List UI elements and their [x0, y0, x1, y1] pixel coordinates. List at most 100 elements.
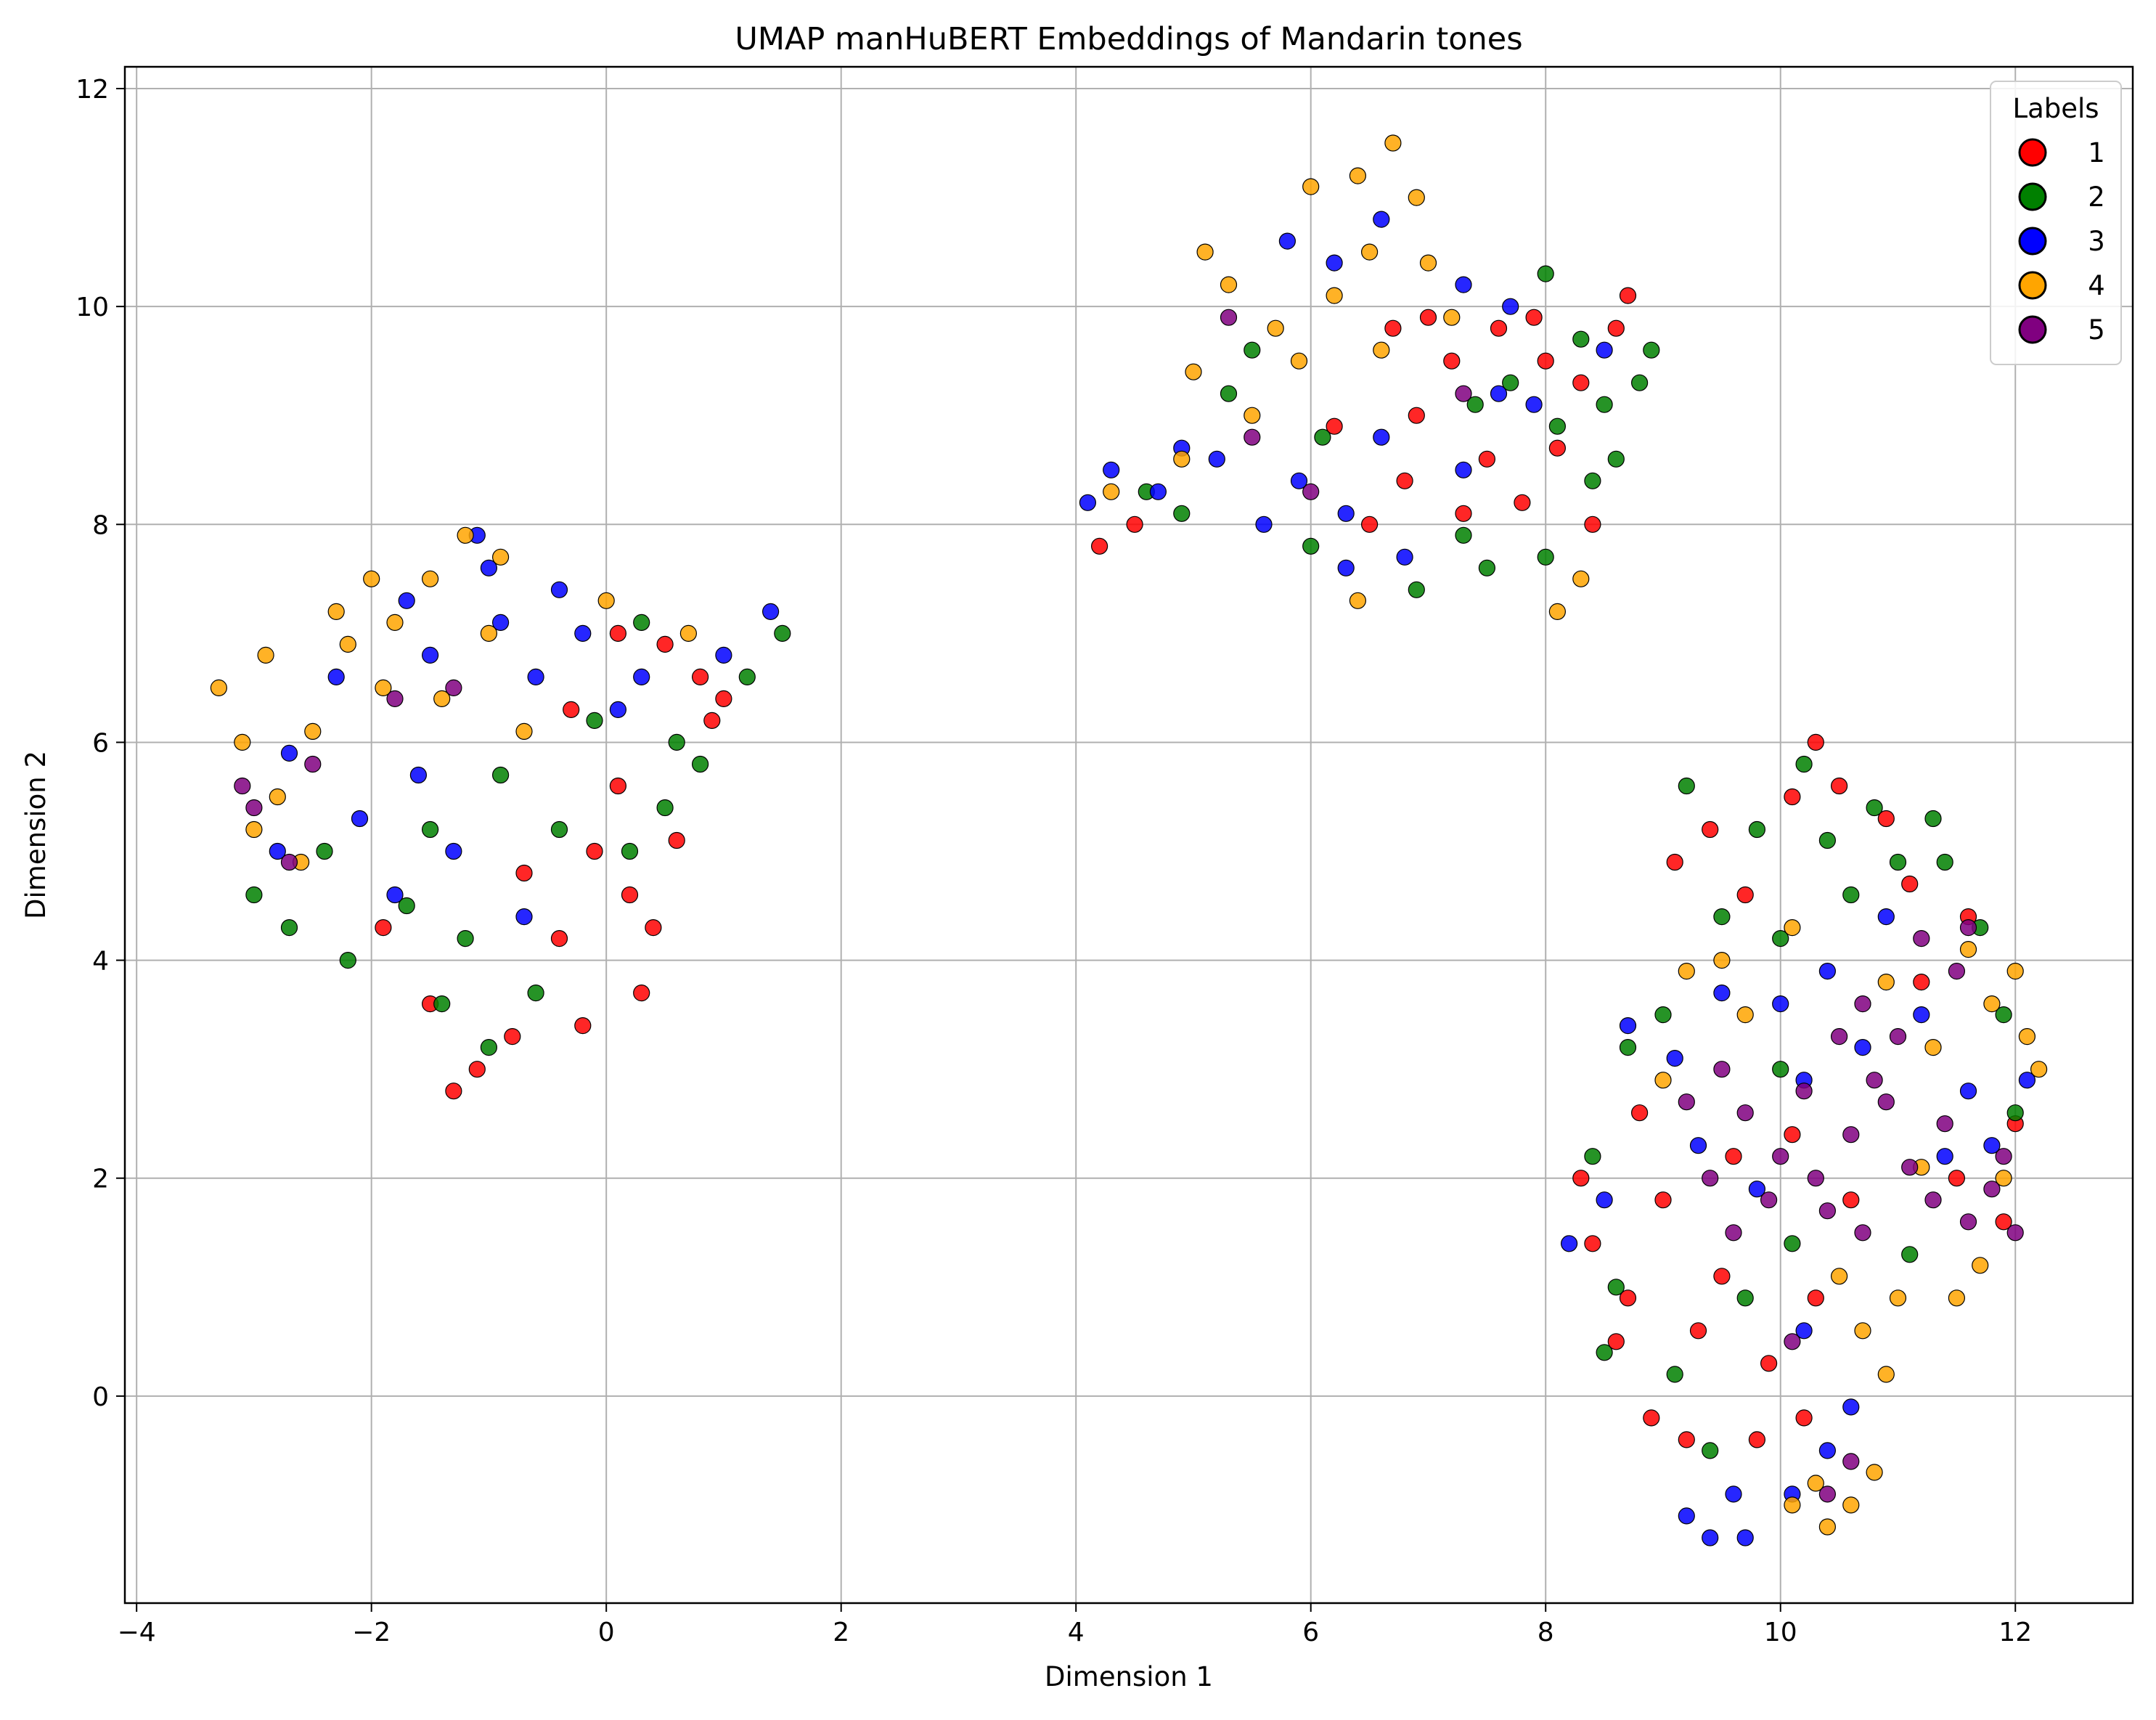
- data-point: [2018, 1072, 2035, 1089]
- data-point: [1854, 1322, 1871, 1340]
- data-point: [550, 820, 568, 839]
- data-point: [280, 918, 298, 937]
- data-point: [1455, 526, 1472, 544]
- data-point: [1702, 1442, 1719, 1459]
- data-point: [1959, 918, 1977, 937]
- data-point: [1702, 820, 1719, 839]
- data-point: [1360, 515, 1379, 533]
- data-point: [1537, 352, 1554, 370]
- data-point: [1290, 352, 1308, 370]
- data-point: [304, 722, 322, 741]
- data-point: [1983, 1137, 2001, 1154]
- legend-entry: 3: [2018, 226, 2105, 257]
- data-point: [280, 853, 298, 871]
- data-point: [339, 951, 356, 969]
- data-point: [1337, 559, 1355, 576]
- data-point: [363, 570, 380, 587]
- data-point: [1490, 319, 1508, 337]
- data-point: [480, 1038, 498, 1056]
- data-point: [480, 559, 498, 576]
- data-point: [1360, 243, 1379, 261]
- data-point: [1290, 472, 1308, 489]
- data-point: [633, 614, 650, 632]
- data-point: [1561, 1235, 1578, 1252]
- data-point: [527, 984, 544, 1002]
- data-point: [386, 886, 404, 904]
- data-point: [1913, 929, 1930, 947]
- data-point: [1173, 505, 1191, 522]
- data-point: [1866, 1464, 1883, 1481]
- y-tick-label: 0: [92, 1382, 109, 1412]
- data-point: [1607, 1279, 1625, 1296]
- data-point: [633, 668, 650, 686]
- data-point: [433, 995, 451, 1013]
- data-points: [210, 134, 2048, 1546]
- data-point: [1784, 1333, 1801, 1350]
- data-point: [1818, 1442, 1836, 1459]
- data-point: [1255, 515, 1273, 533]
- data-point: [1419, 254, 1437, 272]
- data-point: [1831, 777, 1848, 795]
- data-point: [563, 701, 580, 719]
- data-point: [550, 929, 568, 947]
- data-point: [1196, 243, 1214, 261]
- data-point: [327, 668, 345, 686]
- data-point: [715, 690, 732, 708]
- series-2: [245, 265, 2024, 1459]
- data-point: [1678, 777, 1695, 795]
- data-point: [339, 635, 356, 653]
- data-point: [2006, 962, 2024, 980]
- data-point: [1267, 319, 1284, 337]
- data-point: [1842, 1191, 1860, 1209]
- data-point: [1784, 1496, 1801, 1514]
- data-point: [386, 690, 404, 708]
- series-5: [234, 309, 2024, 1503]
- data-point: [1173, 450, 1191, 468]
- data-point: [351, 810, 369, 828]
- data-point: [1713, 984, 1731, 1002]
- data-point: [1220, 309, 1238, 326]
- data-point: [1537, 548, 1554, 566]
- data-point: [491, 614, 510, 632]
- data-point: [1619, 1289, 1637, 1307]
- data-point: [1772, 1061, 1789, 1078]
- data-point: [1103, 461, 1120, 478]
- data-point: [1079, 494, 1097, 511]
- data-point: [1689, 1322, 1707, 1340]
- legend-entry: 4: [2018, 270, 2105, 301]
- legend-marker: [2018, 315, 2047, 344]
- data-point: [1584, 1148, 1601, 1165]
- data-point: [1326, 254, 1343, 272]
- data-point: [1818, 962, 1836, 980]
- data-point: [1760, 1355, 1778, 1372]
- data-point: [433, 690, 451, 708]
- data-point: [1619, 287, 1637, 304]
- series-1: [375, 287, 2024, 1448]
- series-4: [210, 134, 2048, 1536]
- data-point: [1244, 341, 1261, 359]
- data-point: [1866, 799, 1883, 817]
- data-point: [1502, 298, 1519, 315]
- data-point: [1607, 319, 1625, 337]
- y-tick-label: 4: [92, 947, 109, 977]
- data-point: [1126, 515, 1143, 533]
- legend-label: 4: [2088, 270, 2105, 301]
- data-point: [1901, 875, 1919, 893]
- data-point: [269, 788, 286, 806]
- data-point: [1349, 167, 1367, 184]
- data-point: [245, 820, 263, 839]
- data-point: [1548, 603, 1566, 621]
- legend-label: 2: [2088, 182, 2105, 213]
- data-point: [1924, 1038, 1942, 1056]
- data-point: [1889, 1027, 1907, 1046]
- data-point: [1654, 1191, 1672, 1209]
- data-point: [1373, 341, 1390, 359]
- data-point: [421, 820, 439, 839]
- data-point: [1654, 1072, 1672, 1089]
- data-point: [445, 1083, 462, 1100]
- data-point: [421, 570, 439, 587]
- data-point: [586, 842, 603, 860]
- data-point: [621, 886, 639, 904]
- series-3: [269, 211, 2035, 1546]
